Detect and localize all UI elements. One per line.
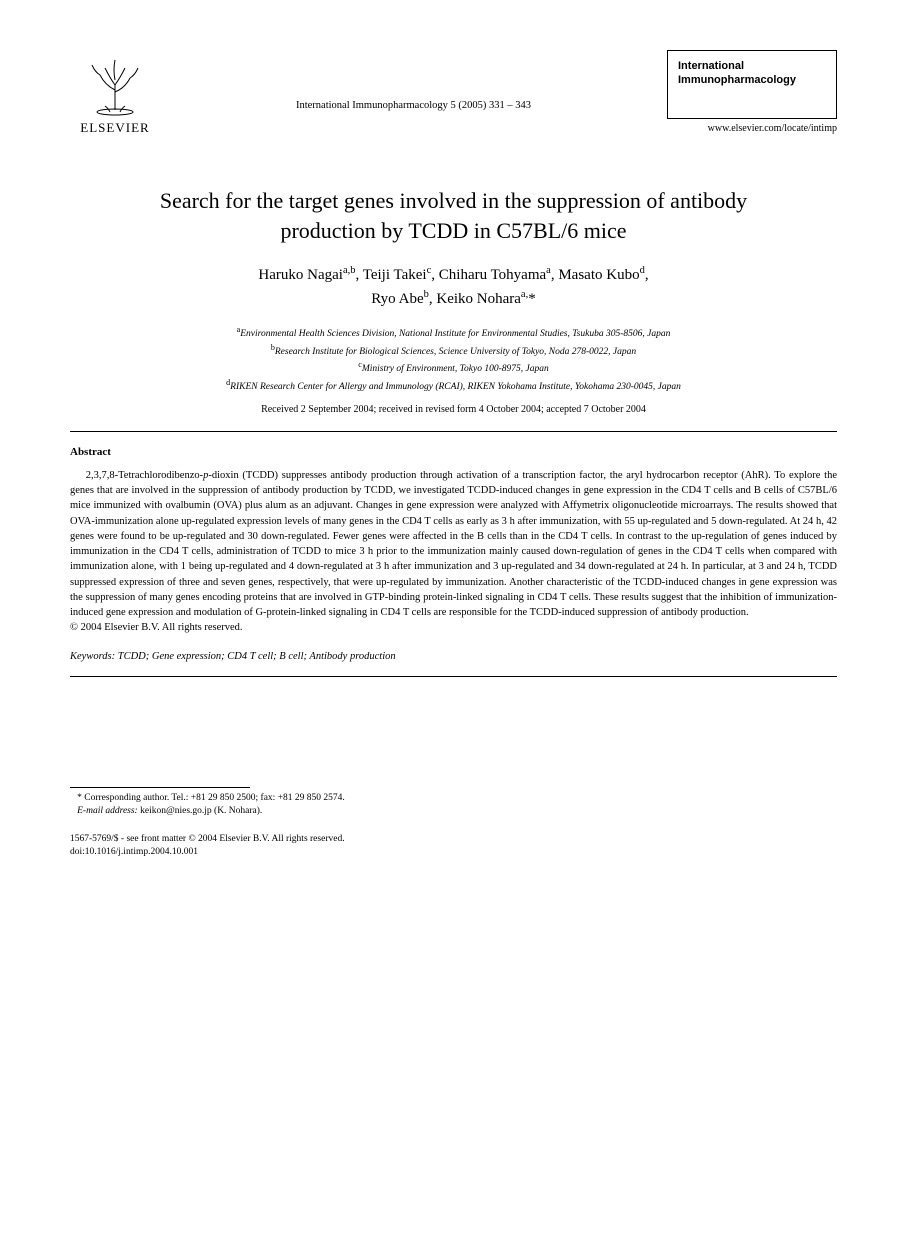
affiliation-a: aEnvironmental Health Sciences Division,…	[70, 324, 837, 341]
authors-line1: Haruko Nagaia,b, Teiji Takeic, Chiharu T…	[258, 267, 648, 283]
title-line1: Search for the target genes involved in …	[160, 188, 747, 213]
keywords-value: TCDD; Gene expression; CD4 T cell; B cel…	[115, 651, 396, 662]
keywords-label: Keywords:	[70, 651, 115, 662]
footer-line1: 1567-5769/$ - see front matter © 2004 El…	[70, 833, 837, 846]
footnote-line1: * Corresponding author. Tel.: +81 29 850…	[70, 792, 837, 805]
divider-bottom	[70, 676, 837, 677]
abstract-heading: Abstract	[70, 446, 837, 458]
journal-box-wrap: International Immunopharmacology www.els…	[667, 50, 837, 134]
publisher-logo: ELSEVIER	[70, 50, 160, 136]
publisher-name: ELSEVIER	[70, 120, 160, 136]
article-title: Search for the target genes involved in …	[70, 186, 837, 245]
footnote-line2: E-mail address: keikon@nies.go.jp (K. No…	[70, 805, 837, 818]
journal-url: www.elsevier.com/locate/intimp	[667, 123, 837, 134]
journal-title-box: International Immunopharmacology	[667, 50, 837, 119]
footnote-rule	[70, 787, 250, 788]
header-row: ELSEVIER International Immunopharmacolog…	[70, 50, 837, 136]
elsevier-tree-icon	[80, 50, 150, 118]
keywords: Keywords: TCDD; Gene expression; CD4 T c…	[70, 651, 837, 662]
affiliation-b: bResearch Institute for Biological Scien…	[70, 342, 837, 359]
divider-top	[70, 431, 837, 432]
abstract-text: 2,3,7,8-Tetrachlorodibenzo-p-dioxin (TCD…	[70, 468, 837, 620]
corresponding-author-footnote: * Corresponding author. Tel.: +81 29 850…	[70, 792, 837, 819]
affiliation-c: cMinistry of Environment, Tokyo 100-8975…	[70, 359, 837, 376]
journal-box-line1: International	[678, 59, 826, 73]
authors: Haruko Nagaia,b, Teiji Takeic, Chiharu T…	[70, 263, 837, 310]
article-dates: Received 2 September 2004; received in r…	[70, 404, 837, 415]
affiliations: aEnvironmental Health Sciences Division,…	[70, 324, 837, 394]
journal-box-line2: Immunopharmacology	[678, 73, 826, 87]
affiliation-d: dRIKEN Research Center for Allergy and I…	[70, 377, 837, 394]
copyright: © 2004 Elsevier B.V. All rights reserved…	[70, 622, 837, 633]
authors-line2: Ryo Abeb, Keiko Noharaa,*	[371, 291, 535, 307]
journal-reference: International Immunopharmacology 5 (2005…	[160, 50, 667, 111]
title-line2: production by TCDD in C57BL/6 mice	[280, 218, 626, 243]
footer-line2: doi:10.1016/j.intimp.2004.10.001	[70, 846, 837, 859]
footer: 1567-5769/$ - see front matter © 2004 El…	[70, 833, 837, 860]
